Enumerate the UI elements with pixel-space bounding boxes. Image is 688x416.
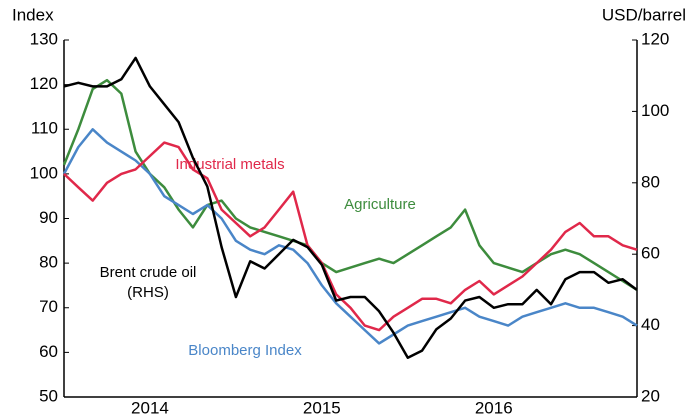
series-line <box>63 141 638 332</box>
series-label: Agriculture <box>344 196 416 213</box>
y2-tick-label: 20 <box>641 386 660 405</box>
series-line <box>63 56 638 359</box>
series-label: Industrial metals <box>175 156 284 173</box>
y2-tick-label: 80 <box>641 172 660 191</box>
y2-axis-label: USD/barrel <box>602 5 686 24</box>
y-tick-label: 100 <box>30 163 58 182</box>
series-line <box>62 128 638 345</box>
y-tick-label: 120 <box>30 74 58 93</box>
x-tick-label: 2015 <box>303 398 341 416</box>
y-tick-label: 80 <box>39 253 58 272</box>
series-line <box>62 78 638 291</box>
y-tick-label: 130 <box>30 29 58 48</box>
y-tick-label: 90 <box>39 208 58 227</box>
y2-tick-label: 60 <box>641 244 660 263</box>
series-label-note: (RHS) <box>127 284 169 301</box>
x-tick-label: 2016 <box>475 398 513 416</box>
y-tick-label: 70 <box>39 297 58 316</box>
series-label: Bloomberg Index <box>188 342 302 359</box>
y-tick-label: 50 <box>39 386 58 405</box>
y2-tick-label: 100 <box>641 101 669 120</box>
y2-tick-label: 120 <box>641 29 669 48</box>
y-axis-label: Index <box>12 5 54 24</box>
y2-tick-label: 40 <box>641 315 660 334</box>
series-label: Brent crude oil <box>100 264 197 281</box>
y-tick-label: 60 <box>39 342 58 361</box>
y-tick-label: 110 <box>31 119 58 138</box>
x-tick-label: 2014 <box>131 398 169 416</box>
